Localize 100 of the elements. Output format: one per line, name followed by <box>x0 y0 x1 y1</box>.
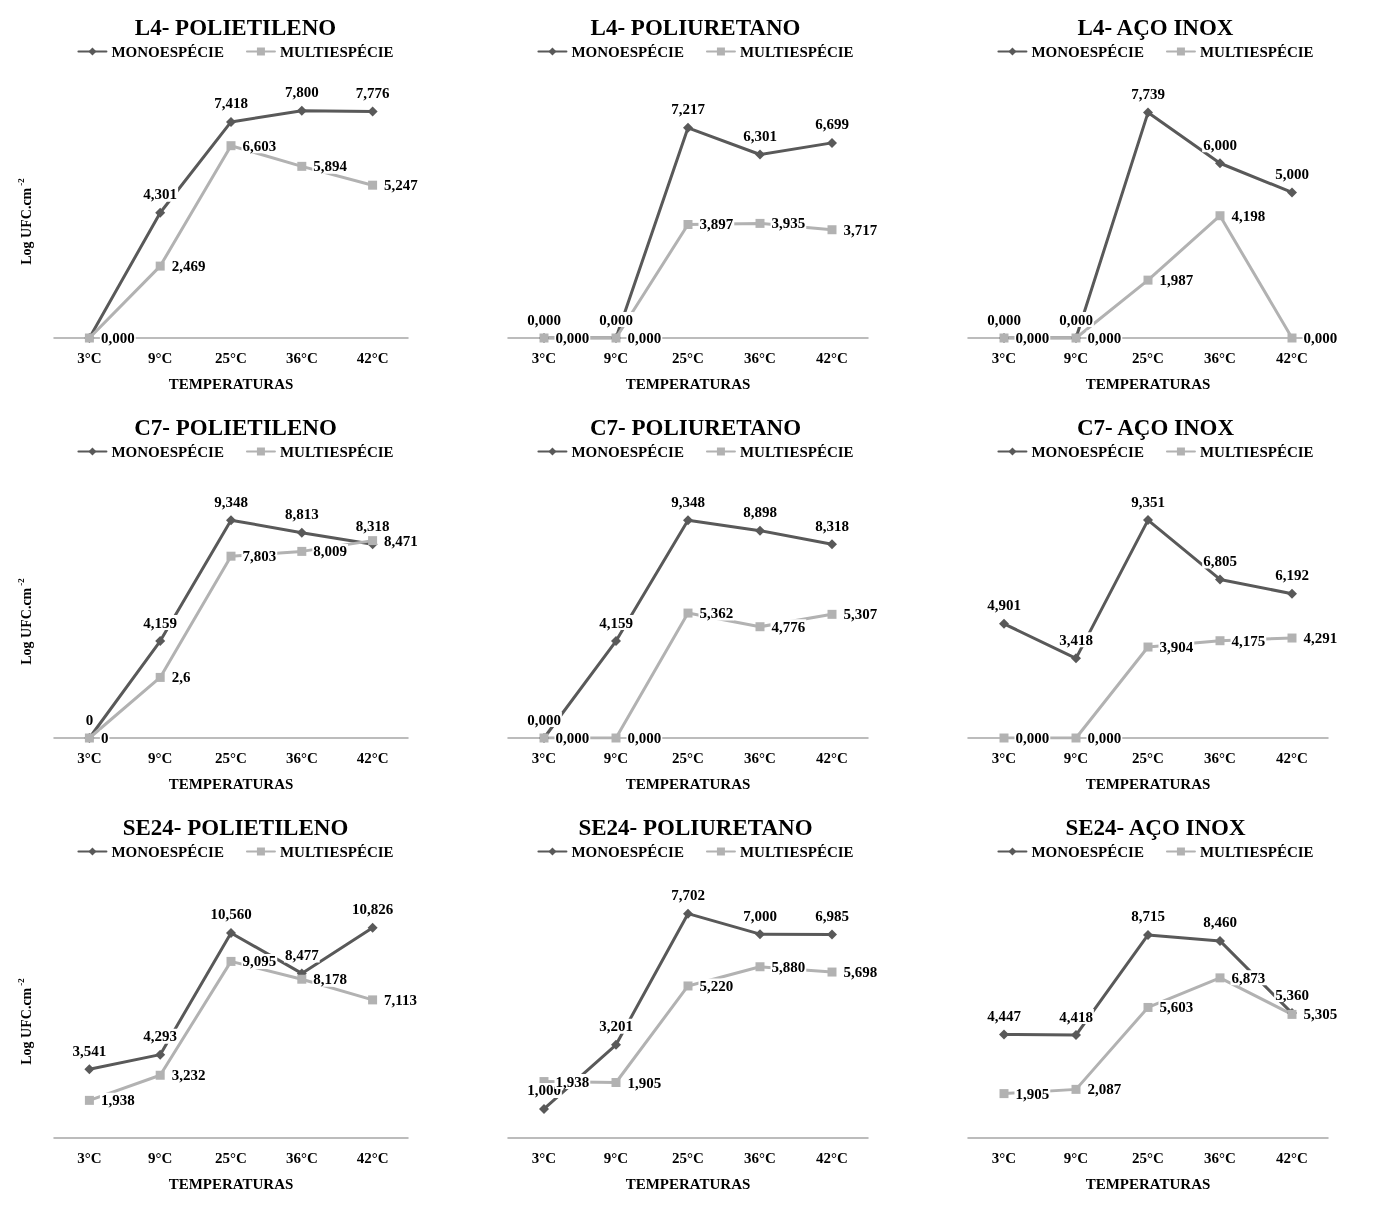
data-label: 8,715 <box>1131 908 1165 925</box>
chart-title: L4- AÇO INOX <box>1077 15 1234 40</box>
x-tick-label: 42°C <box>816 349 848 366</box>
legend-label: MULTIESPÉCIE <box>279 43 394 60</box>
x-axis-title: TEMPERATURAS <box>625 775 751 792</box>
x-tick-label: 42°C <box>1276 749 1308 766</box>
data-label: 7,702 <box>671 887 705 904</box>
chart-title: C7- POLIETILENO <box>134 415 337 440</box>
data-label: 5,362 <box>699 605 734 622</box>
x-tick-label: 36°C <box>744 749 776 766</box>
data-label: 5,305 <box>1303 1006 1338 1023</box>
x-tick-label: 36°C <box>285 749 318 766</box>
data-label: 4,175 <box>1231 632 1266 649</box>
x-tick-label: 42°C <box>1276 1149 1308 1166</box>
chart-title: C7- AÇO INOX <box>1076 415 1235 440</box>
x-axis-title: TEMPERATURAS <box>1085 1175 1211 1192</box>
x-tick-label: 25°C <box>215 1149 247 1166</box>
x-tick-label: 25°C <box>1132 1149 1164 1166</box>
data-label: 0,000 <box>627 330 662 346</box>
chart-title: SE24- POLIURETANO <box>578 815 813 840</box>
legend-label: MONOESPÉCIE <box>571 843 684 860</box>
data-label: 7,776 <box>355 85 390 102</box>
data-label: 7,739 <box>1131 86 1165 103</box>
x-tick-label: 25°C <box>1132 749 1164 766</box>
x-tick-label: 42°C <box>816 749 848 766</box>
x-tick-label: 9°C <box>148 749 173 766</box>
data-label: 0,000 <box>599 311 633 328</box>
x-tick-label: 42°C <box>356 349 389 366</box>
x-axis-title: TEMPERATURAS <box>168 375 294 392</box>
data-label: 2,469 <box>171 258 206 275</box>
data-label: 4,159 <box>599 614 633 631</box>
data-label: 6,805 <box>1203 552 1237 569</box>
x-tick-label: 25°C <box>672 349 704 366</box>
y-axis-title: Log UFC.cm-2 <box>15 177 34 265</box>
x-axis-title: TEMPERATURAS <box>625 375 751 392</box>
chart-title: SE24- POLIETILENO <box>122 815 349 840</box>
data-label: 5,220 <box>699 977 734 994</box>
data-label: 8,471 <box>384 532 418 549</box>
legend-label: MONOESPÉCIE <box>571 43 684 60</box>
data-label: 3,541 <box>72 1042 107 1059</box>
y-axis-title: Log UFC.cm-2 <box>15 977 34 1065</box>
data-label: 2,087 <box>1087 1081 1122 1098</box>
x-axis-title: TEMPERATURAS <box>168 775 294 792</box>
data-label: 0,000 <box>527 711 561 728</box>
chart-title: L4- POLIURETANO <box>590 15 801 40</box>
data-label: 0,000 <box>555 730 590 746</box>
x-tick-label: 9°C <box>603 749 629 766</box>
data-label: 8,318 <box>815 517 849 534</box>
x-tick-label: 3°C <box>77 749 102 766</box>
data-label: 3,904 <box>1159 639 1194 656</box>
x-tick-label: 36°C <box>1204 1149 1236 1166</box>
data-label: 10,560 <box>210 906 252 923</box>
data-label: 5,247 <box>384 177 419 194</box>
legend-label: MULTIESPÉCIE <box>1199 43 1314 60</box>
x-axis-title: TEMPERATURAS <box>625 1175 751 1192</box>
data-label: 0,000 <box>1087 730 1122 746</box>
data-label: 7,217 <box>671 101 706 118</box>
data-label: 3,418 <box>1059 631 1093 648</box>
data-label: 4,776 <box>771 618 806 635</box>
data-label: 0,000 <box>1015 330 1050 346</box>
data-label: 8,178 <box>313 971 348 988</box>
x-tick-label: 25°C <box>215 349 247 366</box>
data-label: 0,000 <box>987 311 1021 328</box>
x-tick-label: 25°C <box>672 749 704 766</box>
data-label: 3,717 <box>843 221 878 238</box>
x-tick-label: 42°C <box>356 1149 389 1166</box>
data-label: 6,985 <box>815 908 849 925</box>
x-tick-label: 3°C <box>991 749 1017 766</box>
data-label: 0 <box>100 730 109 746</box>
y-axis-title: Log UFC.cm-2 <box>15 577 34 665</box>
legend-label: MONOESPÉCIE <box>1031 843 1144 860</box>
data-label: 0,000 <box>1087 330 1122 346</box>
data-label: 8,009 <box>313 543 348 560</box>
legend-label: MULTIESPÉCIE <box>739 443 854 460</box>
x-tick-label: 9°C <box>603 349 629 366</box>
x-tick-label: 36°C <box>285 349 318 366</box>
data-label: 7,800 <box>284 84 319 101</box>
x-tick-label: 3°C <box>77 349 102 366</box>
data-label: 4,293 <box>143 1028 178 1045</box>
data-label: 3,935 <box>771 215 806 232</box>
legend-label: MULTIESPÉCIE <box>1199 443 1314 460</box>
data-label: 5,880 <box>771 958 806 975</box>
data-label: 8,477 <box>284 946 320 963</box>
x-tick-label: 42°C <box>356 749 389 766</box>
legend-label: MULTIESPÉCIE <box>279 443 394 460</box>
chart-title: C7- POLIURETANO <box>589 415 802 440</box>
data-label: 9,348 <box>671 493 705 510</box>
data-label: 10,826 <box>351 901 394 918</box>
data-label: 4,301 <box>143 186 178 203</box>
x-tick-label: 3°C <box>531 1149 557 1166</box>
x-tick-label: 36°C <box>744 1149 776 1166</box>
data-label: 5,307 <box>843 606 878 623</box>
data-label: 9,095 <box>242 953 277 970</box>
data-label: 1,987 <box>1159 272 1194 289</box>
data-label: 0,000 <box>1015 730 1050 746</box>
data-label: 6,192 <box>1275 567 1309 584</box>
data-label: 9,348 <box>214 493 248 510</box>
x-tick-label: 9°C <box>148 349 173 366</box>
legend-label: MONOESPÉCIE <box>111 843 224 860</box>
data-label: 6,873 <box>1231 969 1266 986</box>
